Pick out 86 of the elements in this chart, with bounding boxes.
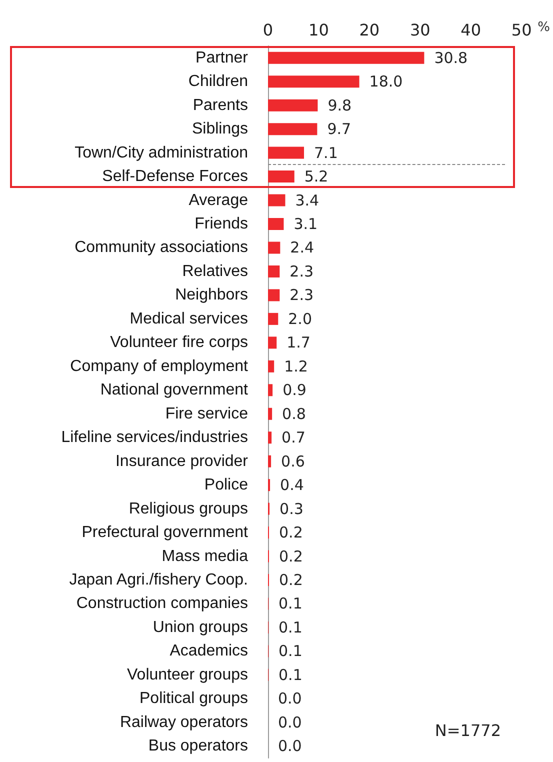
data-label: 1.2 bbox=[284, 357, 308, 376]
data-label: 3.4 bbox=[295, 191, 320, 210]
x-tick-label: 30 bbox=[410, 20, 430, 40]
bar bbox=[268, 360, 274, 372]
y-tick-label: Average bbox=[188, 192, 248, 209]
bar bbox=[268, 170, 294, 183]
y-tick-label: Partner bbox=[196, 49, 249, 66]
bar bbox=[268, 99, 318, 112]
bar bbox=[268, 289, 280, 302]
bar bbox=[268, 408, 272, 420]
y-tick-label: Volunteer groups bbox=[127, 666, 248, 684]
y-tick-label: Friends bbox=[194, 216, 248, 232]
bar bbox=[268, 455, 272, 468]
bar bbox=[268, 384, 273, 396]
bar bbox=[268, 336, 277, 349]
data-label: 7.1 bbox=[314, 144, 338, 162]
bar bbox=[268, 76, 360, 88]
data-label: 2.3 bbox=[290, 262, 314, 280]
data-label: 0.1 bbox=[278, 666, 302, 684]
y-tick-label: Medical services bbox=[130, 310, 248, 328]
data-label: 0.4 bbox=[280, 476, 304, 494]
data-label: 3.1 bbox=[294, 215, 318, 233]
y-tick-label: Prefectural government bbox=[82, 524, 249, 542]
data-label: 0.8 bbox=[282, 404, 306, 423]
data-label: 0.1 bbox=[278, 642, 302, 660]
data-label: 2.4 bbox=[290, 238, 314, 257]
data-label: 9.7 bbox=[327, 120, 352, 138]
y-tick-label: Insurance provider bbox=[115, 452, 249, 470]
data-label: 2.3 bbox=[290, 286, 314, 304]
y-tick-label: Company of employment bbox=[70, 358, 249, 375]
data-label: 18.0 bbox=[369, 72, 403, 91]
y-tick-label: Police bbox=[204, 476, 248, 494]
y-tick-label: Academics bbox=[170, 642, 248, 660]
y-tick-label: Fire service bbox=[165, 405, 248, 422]
y-tick-label: Railway operators bbox=[120, 714, 248, 731]
y-tick-label: Children bbox=[188, 73, 248, 90]
data-label: 9.8 bbox=[328, 96, 352, 114]
x-tick-label: 40 bbox=[460, 20, 482, 40]
y-tick-label: Siblings bbox=[192, 120, 248, 138]
x-tick-label: 50 bbox=[511, 20, 532, 40]
bar bbox=[268, 194, 286, 206]
data-label: 30.8 bbox=[434, 48, 468, 67]
data-label: 0.3 bbox=[280, 500, 304, 518]
bar bbox=[268, 242, 280, 254]
data-label: 0.0 bbox=[278, 713, 302, 732]
y-tick-label: Volunteer fire corps bbox=[110, 334, 248, 352]
y-tick-label: Mass media bbox=[162, 548, 248, 565]
y-tick-label: Neighbors bbox=[175, 286, 248, 304]
data-label: 1.7 bbox=[286, 334, 310, 352]
bar bbox=[268, 432, 272, 444]
x-tick-label: 10 bbox=[308, 20, 329, 40]
y-tick-label: Lifeline services/industries bbox=[61, 429, 248, 446]
data-label: 0.2 bbox=[279, 524, 303, 542]
bar bbox=[268, 123, 318, 136]
data-label: 2.0 bbox=[288, 310, 312, 328]
y-tick-label: Community associations bbox=[74, 239, 248, 256]
data-label: 0.0 bbox=[278, 737, 302, 756]
data-label: 0.9 bbox=[282, 381, 306, 400]
bar bbox=[268, 52, 424, 64]
bar bbox=[268, 146, 304, 159]
y-tick-label: Union groups bbox=[152, 618, 248, 636]
data-label: 0.1 bbox=[278, 594, 302, 613]
y-tick-label: Bus operators bbox=[148, 738, 248, 755]
bar bbox=[268, 312, 278, 325]
data-label: 0.2 bbox=[279, 547, 303, 566]
y-tick-label: Parents bbox=[192, 96, 248, 114]
x-tick-label: 20 bbox=[359, 20, 380, 40]
y-tick-label: Construction companies bbox=[76, 595, 248, 612]
data-label: 0.2 bbox=[279, 571, 303, 589]
data-label: 0.0 bbox=[278, 690, 302, 708]
x-axis-title: % bbox=[538, 20, 550, 35]
data-label: 0.6 bbox=[281, 452, 305, 470]
bar bbox=[268, 218, 284, 230]
bar bbox=[268, 265, 280, 278]
data-label: 0.7 bbox=[282, 428, 306, 447]
y-tick-label: Self-Defense Forces bbox=[102, 168, 248, 186]
y-tick-label: Relatives bbox=[182, 262, 248, 280]
y-tick-label: National government bbox=[100, 382, 249, 399]
y-tick-label: Political groups bbox=[140, 690, 248, 708]
annotation: N=1772 bbox=[434, 721, 501, 740]
y-tick-label: Religious groups bbox=[128, 500, 248, 518]
data-label: 5.2 bbox=[304, 168, 328, 186]
x-tick-label: 0 bbox=[262, 20, 274, 40]
data-label: 0.1 bbox=[278, 618, 302, 636]
y-tick-label: Japan Agri./fishery Coop. bbox=[69, 572, 248, 588]
y-tick-label: Town/City administration bbox=[74, 144, 248, 162]
